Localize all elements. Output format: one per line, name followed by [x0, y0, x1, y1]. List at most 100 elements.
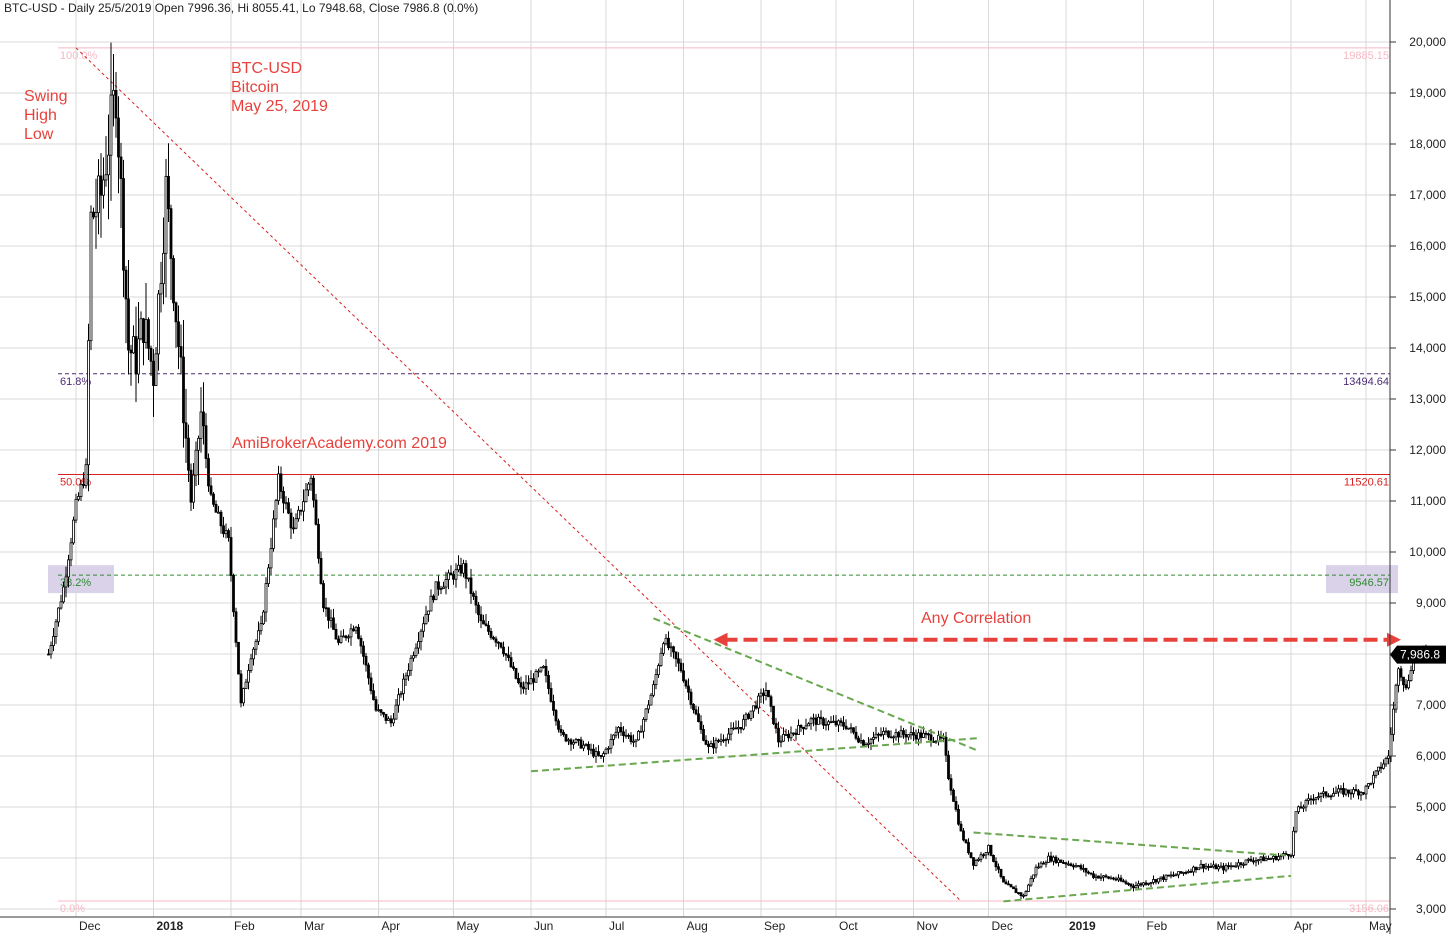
price-body	[894, 732, 898, 738]
price-body	[1024, 891, 1028, 896]
price-body	[802, 726, 805, 730]
x-tick-label: Sep	[764, 919, 786, 933]
x-tick-label: Mar	[1217, 919, 1238, 933]
price-body	[1119, 877, 1123, 882]
price-body	[632, 740, 635, 743]
price-body	[292, 527, 295, 530]
price-body	[1317, 796, 1320, 799]
price-body	[1092, 873, 1095, 878]
price-body	[259, 623, 263, 632]
price-body	[557, 720, 560, 730]
price-body	[824, 724, 828, 726]
price-body	[1302, 806, 1305, 809]
price-body	[252, 648, 255, 660]
price-body	[637, 730, 640, 741]
price-body	[169, 208, 173, 259]
price-body	[534, 671, 538, 683]
price-body	[287, 502, 290, 514]
price-body	[1329, 795, 1333, 798]
price-body	[589, 748, 593, 751]
grid	[0, 0, 1390, 917]
price-body	[1327, 795, 1330, 798]
price-body	[539, 667, 543, 672]
price-body	[152, 360, 155, 386]
swing-line-3: Low	[24, 126, 54, 143]
price-body	[847, 727, 850, 730]
y-tick-label: 16,000	[1409, 239, 1446, 253]
price-body	[984, 852, 988, 856]
price-body	[659, 652, 663, 666]
trendline	[653, 617, 979, 752]
price-body	[807, 723, 810, 727]
price-body	[812, 717, 815, 720]
price-body	[1287, 854, 1290, 857]
price-body	[164, 175, 168, 254]
price-body	[392, 718, 395, 724]
price-body	[502, 646, 505, 655]
price-body	[1242, 863, 1245, 866]
price-body	[1262, 856, 1265, 862]
price-body	[62, 586, 65, 603]
price-body	[177, 321, 180, 347]
price-body	[892, 736, 895, 739]
fib-label-box-left	[48, 565, 114, 594]
price-body	[917, 732, 920, 740]
price-body	[1167, 874, 1170, 877]
price-body	[492, 636, 495, 640]
price-body	[459, 564, 463, 574]
price-body	[359, 637, 363, 647]
price-body	[897, 732, 900, 738]
price-body	[792, 732, 795, 735]
price-body	[982, 854, 985, 857]
price-body	[137, 338, 140, 375]
price-body	[262, 611, 265, 625]
price-body	[947, 754, 950, 780]
price-body	[179, 346, 183, 358]
title-line-2: Bitcoin	[231, 79, 279, 96]
price-body	[649, 694, 653, 706]
price-body	[1134, 885, 1138, 889]
price-body	[412, 655, 415, 659]
price-body	[1114, 878, 1118, 881]
price-body	[1364, 785, 1368, 795]
x-tick-label: May	[457, 919, 480, 933]
price-body	[974, 860, 978, 866]
y-tick-label: 12,000	[1409, 443, 1446, 457]
price-body	[529, 678, 533, 685]
price-body	[607, 747, 610, 750]
price-body	[944, 736, 948, 756]
price-body	[692, 703, 695, 711]
price-body	[172, 258, 175, 304]
swing-line-2: High	[24, 107, 57, 124]
price-body	[1017, 892, 1020, 895]
price-body	[1137, 883, 1140, 886]
price-body	[1292, 830, 1295, 856]
price-body	[57, 607, 60, 623]
price-body	[1274, 855, 1278, 861]
price-body	[322, 583, 325, 609]
price-body	[99, 175, 103, 196]
price-body	[522, 686, 525, 690]
price-body	[1269, 858, 1273, 860]
x-tick-label: 2018	[157, 919, 184, 933]
price-body	[337, 638, 340, 643]
price-body	[1349, 792, 1353, 795]
price-body	[474, 595, 478, 606]
price-body	[757, 695, 760, 709]
price-body	[414, 647, 418, 657]
price-body	[84, 464, 88, 486]
price-body	[1129, 883, 1133, 887]
price-body	[462, 563, 465, 574]
price-body	[1334, 791, 1338, 794]
title-line-3: May 25, 2019	[231, 98, 328, 115]
price-body	[1012, 886, 1015, 890]
price-body	[364, 655, 368, 666]
price-body	[454, 569, 458, 580]
price-body	[967, 842, 970, 854]
price-body	[404, 675, 408, 680]
price-body	[662, 643, 665, 654]
price-body	[329, 617, 333, 621]
price-body	[1117, 877, 1120, 881]
fib-percent-label: 0.0%	[60, 903, 85, 915]
